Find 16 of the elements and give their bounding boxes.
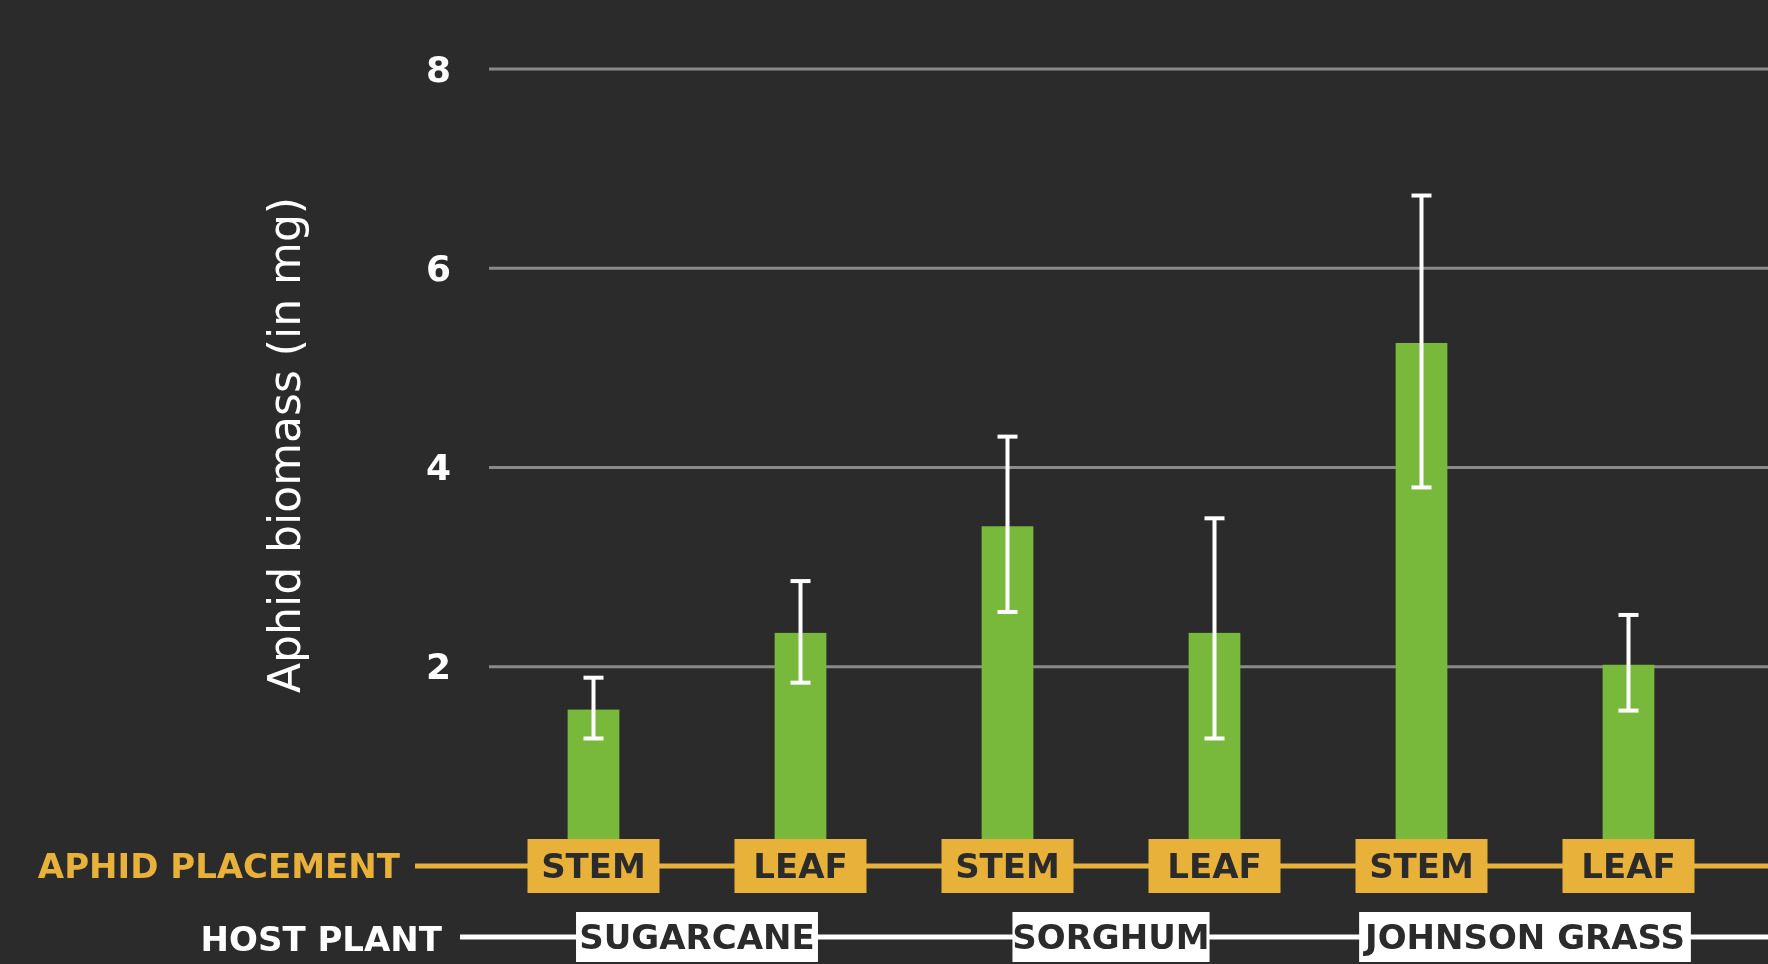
text: HOST PLANT	[200, 918, 443, 959]
x-tick-label: LEAF	[753, 846, 848, 887]
y-tick-label: 6	[425, 247, 451, 289]
x-tick-label: LEAF	[1167, 846, 1262, 887]
x-tick-label: LEAF	[1581, 846, 1676, 887]
text: SORGHUM	[1012, 917, 1210, 958]
text: SUGARCANE	[579, 917, 815, 958]
y-tick-label: 2	[425, 646, 451, 688]
x-tick-label: STEM	[955, 846, 1060, 887]
y-tick-label: 8	[425, 48, 451, 90]
x-tick-label: STEM	[1369, 846, 1474, 887]
text: JOHNSON GRASS	[1363, 917, 1685, 958]
y-axis-title: Aphid biomass (in mg)	[259, 196, 310, 694]
x-tick-label: STEM	[541, 846, 646, 887]
y-tick-label: 4	[425, 447, 451, 489]
x-axis-title: APHID PLACEMENT	[37, 845, 401, 886]
